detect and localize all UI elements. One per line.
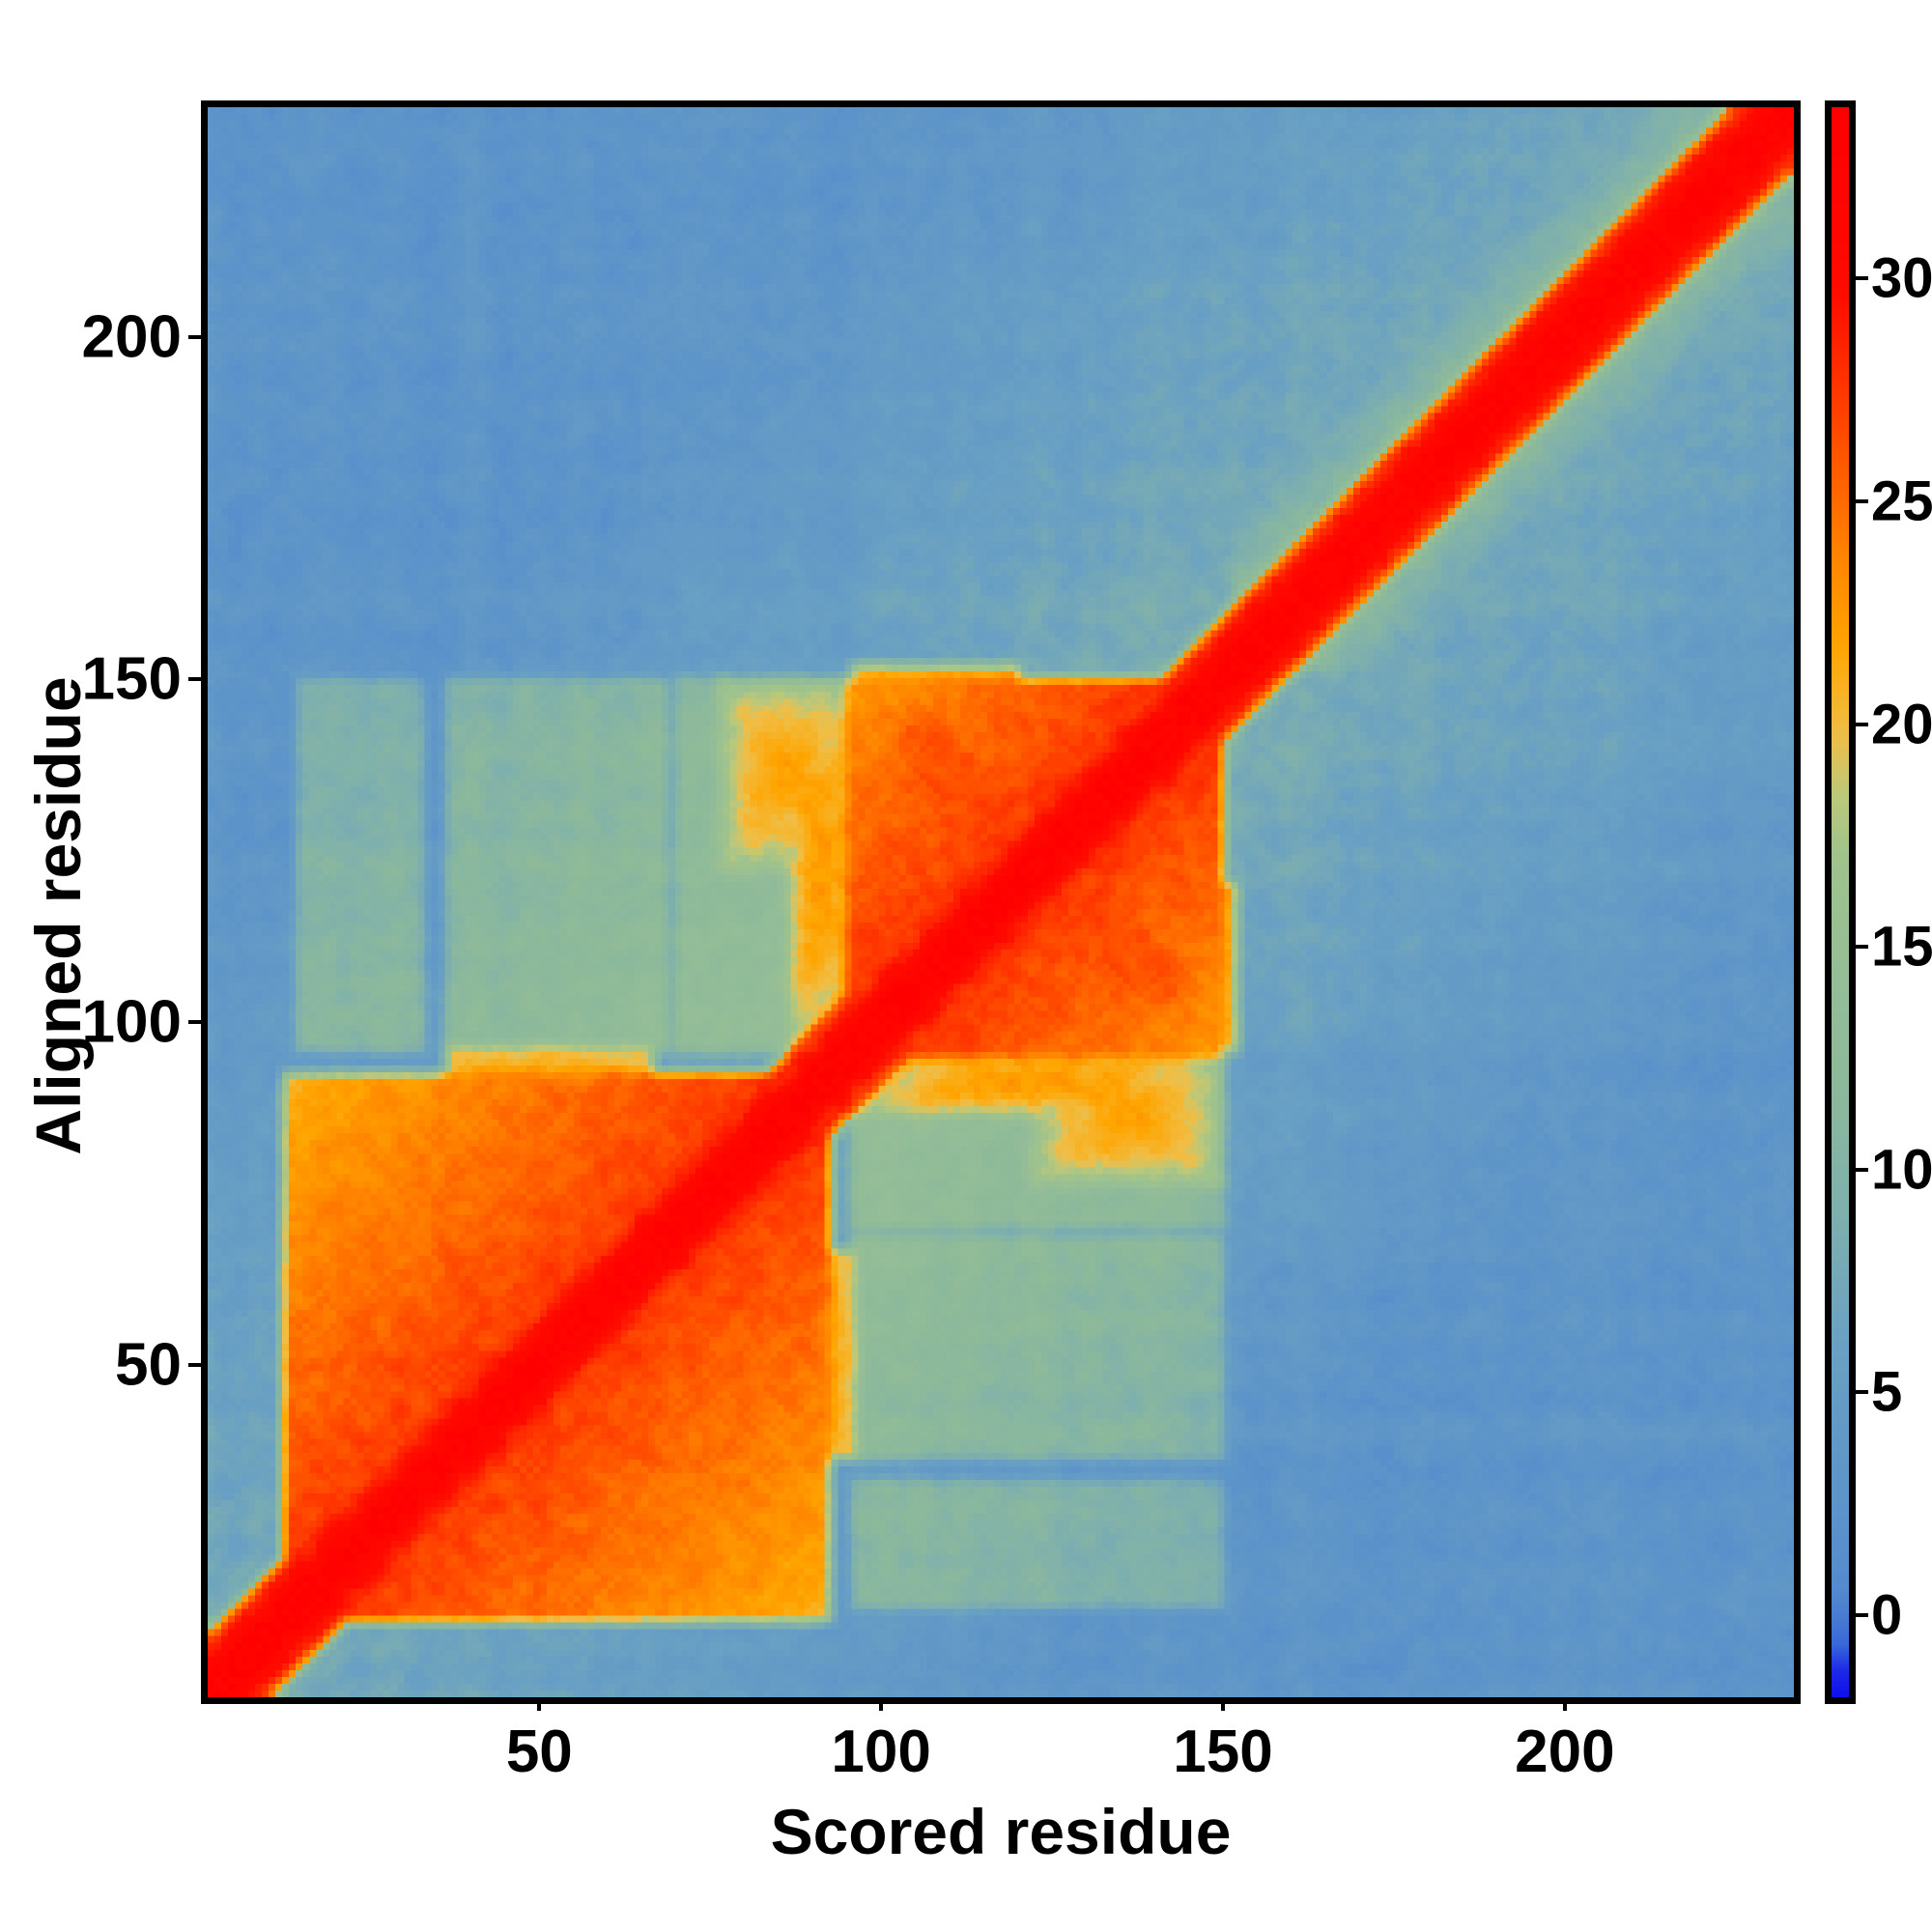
colorbar [1825, 100, 1856, 1704]
y-tick-mark [188, 1362, 202, 1367]
colorbar-tick-mark [1856, 276, 1868, 281]
colorbar-tick-label: 0 [1871, 1583, 1903, 1647]
y-tick-mark [188, 334, 202, 339]
colorbar-gradient [1832, 107, 1849, 1697]
heatmap-image [208, 107, 1794, 1697]
x-tick-label: 150 [1173, 1719, 1273, 1785]
y-tick-mark [188, 677, 202, 682]
colorbar-tick-label: 30 [1871, 246, 1932, 310]
y-tick-label: 200 [81, 303, 182, 371]
y-axis-label: Aligned residue [22, 676, 94, 1155]
colorbar-tick-mark [1856, 1167, 1868, 1172]
x-tick-mark [537, 1697, 542, 1711]
x-tick-label: 100 [831, 1719, 931, 1785]
y-tick-label: 50 [115, 1331, 182, 1399]
x-tick-label: 200 [1515, 1719, 1615, 1785]
colorbar-tick-mark [1856, 945, 1868, 950]
x-axis-label: Scored residue [770, 1796, 1232, 1867]
x-tick-mark [1221, 1697, 1225, 1711]
colorbar-tick-mark [1856, 722, 1868, 726]
colorbar-tick-label: 25 [1871, 469, 1932, 533]
colorbar-tick-mark [1856, 499, 1868, 503]
x-tick-mark [1562, 1697, 1567, 1711]
x-tick-mark [879, 1697, 884, 1711]
colorbar-tick-label: 20 [1871, 693, 1932, 756]
y-tick-mark [188, 1020, 202, 1025]
x-tick-label: 50 [505, 1719, 573, 1785]
colorbar-tick-mark [1856, 1390, 1868, 1395]
heatmap-plot-area [201, 100, 1801, 1704]
colorbar-tick-label: 15 [1871, 915, 1932, 979]
colorbar-tick-label: 5 [1871, 1360, 1903, 1424]
y-tick-label: 150 [81, 645, 182, 713]
y-tick-label: 100 [81, 988, 182, 1056]
colorbar-tick-mark [1856, 1612, 1868, 1617]
colorbar-tick-label: 10 [1871, 1138, 1932, 1202]
